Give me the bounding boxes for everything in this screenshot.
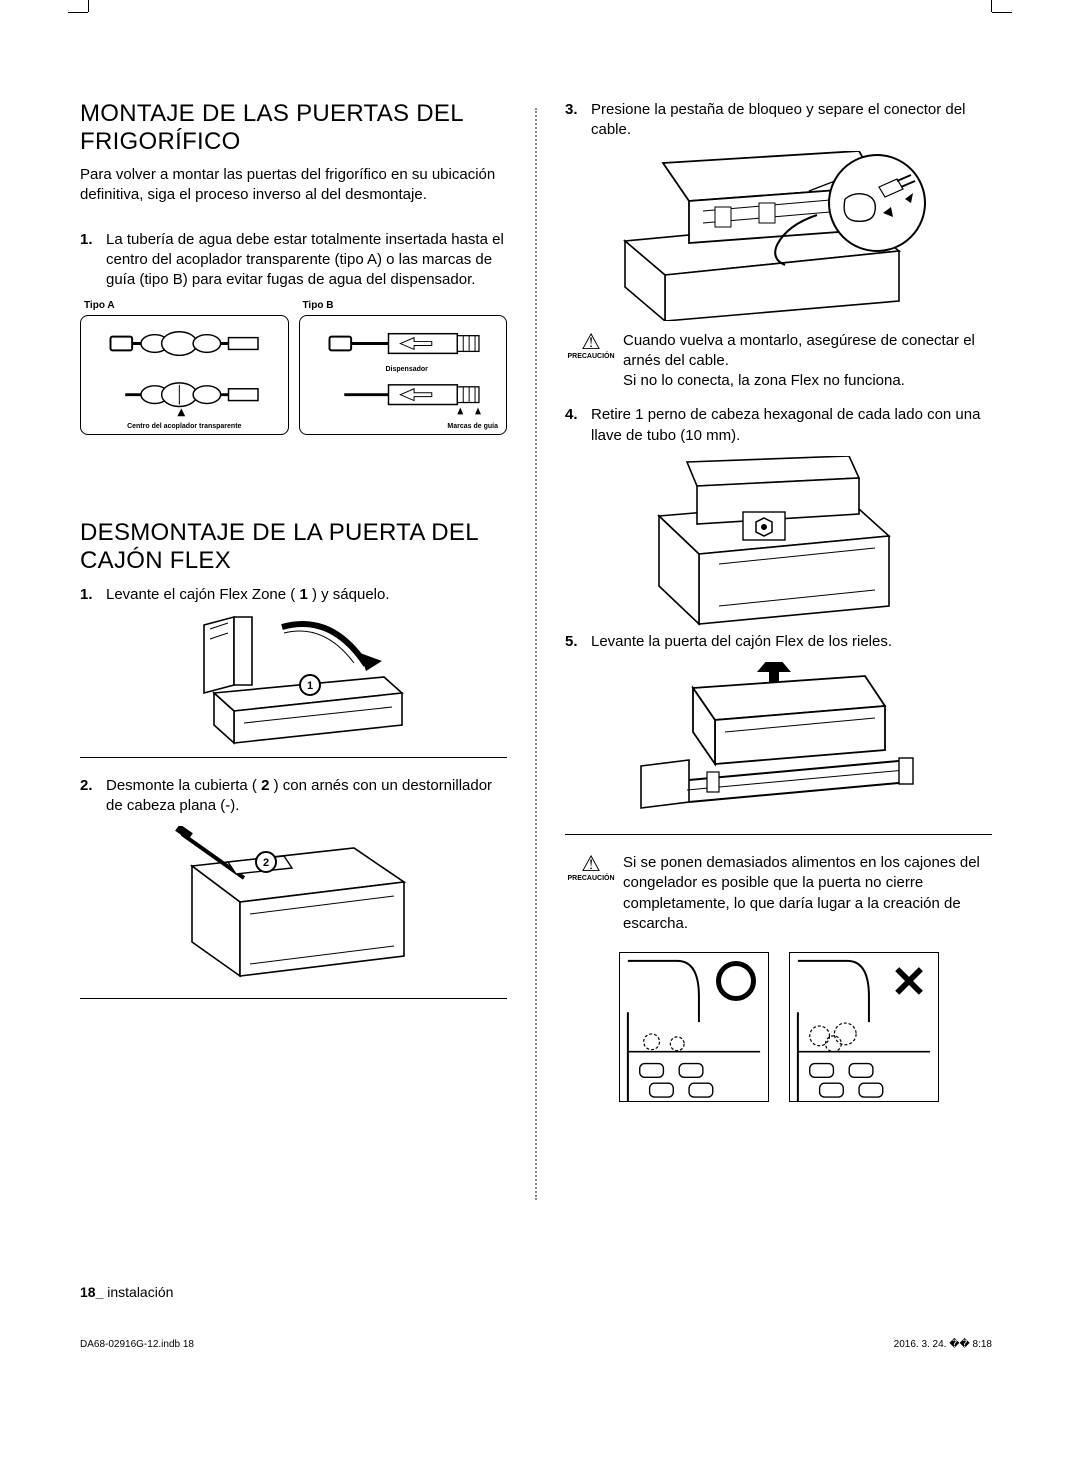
caution-text: Cuando vuelva a montarlo, asegúrese de c… [623, 331, 992, 392]
tipo-b-label: Tipo B [303, 300, 508, 311]
tipo-a-box: Tipo A [80, 300, 289, 435]
svg-text:2: 2 [262, 857, 268, 869]
step-number: 2. [80, 776, 106, 817]
correct-figure [619, 952, 769, 1102]
heading-desmontaje: DESMONTAJE DE LA PUERTA DEL CAJÓN FLEX [80, 519, 507, 574]
tipo-b-illustration: Dispensador Marcas de guía [299, 315, 508, 435]
page: MONTAJE DE LAS PUERTAS DEL FRIGORÍFICO P… [80, 100, 992, 1360]
intro-text: Para volver a montar las puertas del fri… [80, 165, 507, 206]
tipo-a-label: Tipo A [84, 300, 289, 311]
step-3: 3. Presione la pestaña de bloqueo y sepa… [565, 100, 992, 141]
step-text: Levante la puerta del cajón Flex de los … [591, 632, 992, 652]
page-number: 18_ [80, 1284, 103, 1300]
caution-harness: ⚠ PRECAUCIÓN Cuando vuelva a montarlo, a… [565, 331, 992, 392]
page-footer: 18_ instalación [80, 1284, 173, 1300]
correct-incorrect-figures: ✕ [565, 952, 992, 1102]
step-number: 5. [565, 632, 591, 652]
heading-montaje: MONTAJE DE LAS PUERTAS DEL FRIGORÍFICO [80, 100, 507, 155]
tipo-figures: Tipo A [80, 300, 507, 435]
connector-illustration [565, 151, 992, 321]
caution-icon: ⚠ PRECAUCIÓN [565, 853, 617, 934]
correct-mark-icon [716, 961, 756, 1001]
step-text: La tubería de agua debe estar totalmente… [106, 230, 507, 291]
left-column: MONTAJE DE LAS PUERTAS DEL FRIGORÍFICO P… [80, 100, 507, 1200]
cover-removal-illustration: 2 [80, 826, 507, 986]
caution-icon: ⚠ PRECAUCIÓN [565, 331, 617, 392]
step-text: Levante el cajón Flex Zone ( 1 ) y sáque… [106, 585, 507, 605]
imprint-left: DA68-02916G-12.indb 18 [80, 1339, 194, 1350]
step-number: 3. [565, 100, 591, 141]
warning-triangle-icon: ⚠ [581, 331, 601, 353]
step-number: 1. [80, 230, 106, 291]
flex-drawer-illustration: 1 [80, 615, 507, 745]
tipo-a-illustration: Centro del acoplador transparente [80, 315, 289, 435]
step-4: 4. Retire 1 perno de cabeza hexagonal de… [565, 405, 992, 446]
caution-text: Si se ponen demasiados alimentos en los … [623, 853, 992, 934]
separator [565, 834, 992, 835]
step-text: Retire 1 perno de cabeza hexagonal de ca… [591, 405, 992, 446]
incorrect-figure: ✕ [789, 952, 939, 1102]
caution-overload: ⚠ PRECAUCIÓN Si se ponen demasiados alim… [565, 853, 992, 934]
incorrect-mark-icon: ✕ [891, 961, 928, 1005]
step-1: 1. La tubería de agua debe estar totalme… [80, 230, 507, 291]
section-name: instalación [103, 1284, 173, 1300]
imprint-right: 2016. 3. 24. �� 8:18 [894, 1339, 992, 1350]
step-text: Desmonte la cubierta ( 2 ) con arnés con… [106, 776, 507, 817]
hex-bolt-illustration [565, 456, 992, 626]
svg-text:1: 1 [306, 680, 312, 692]
step-5: 5. Levante la puerta del cajón Flex de l… [565, 632, 992, 652]
separator [80, 757, 507, 758]
step-number: 1. [80, 585, 106, 605]
warning-triangle-icon: ⚠ [581, 853, 601, 875]
right-column: 3. Presione la pestaña de bloqueo y sepa… [565, 100, 992, 1200]
two-column-layout: MONTAJE DE LAS PUERTAS DEL FRIGORÍFICO P… [80, 100, 992, 1200]
tipo-b-marcas: Marcas de guía [447, 423, 498, 430]
step-number: 4. [565, 405, 591, 446]
column-divider [535, 108, 537, 1200]
flex-step-2: 2. Desmonte la cubierta ( 2 ) con arnés … [80, 776, 507, 817]
step-text: Presione la pestaña de bloqueo y separe … [591, 100, 992, 141]
lift-door-illustration [565, 662, 992, 822]
flex-step-1: 1. Levante el cajón Flex Zone ( 1 ) y sá… [80, 585, 507, 605]
tipo-a-caption: Centro del acoplador transparente [81, 423, 288, 430]
tipo-b-dispensador: Dispensador [386, 366, 428, 373]
separator [80, 998, 507, 999]
tipo-b-box: Tipo B [299, 300, 508, 435]
